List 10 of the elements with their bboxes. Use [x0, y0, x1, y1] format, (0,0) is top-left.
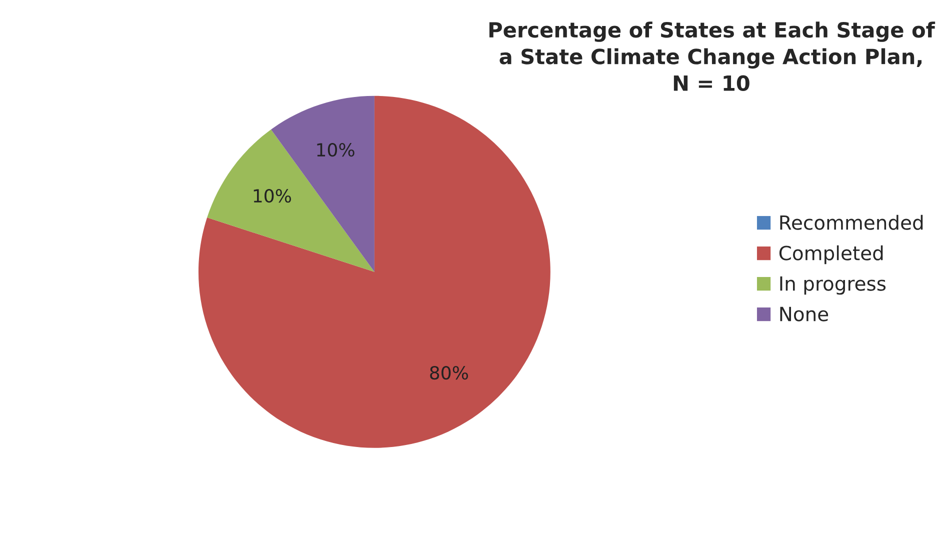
pie-slice	[198, 96, 550, 448]
pie-slice	[207, 130, 374, 272]
data-label: 10%	[317, 142, 354, 157]
legend-label: In progress	[780, 276, 886, 295]
chart-title: Percentage of States at Each Stage of a State Climate Change Action Plan, N = 10	[489, 22, 936, 92]
legend-label: None	[780, 306, 828, 322]
data-label: 10%	[254, 189, 292, 203]
legend-label: Recommended	[780, 214, 923, 230]
data-label: 80%	[430, 366, 468, 380]
legend-label: Completed	[779, 245, 883, 264]
